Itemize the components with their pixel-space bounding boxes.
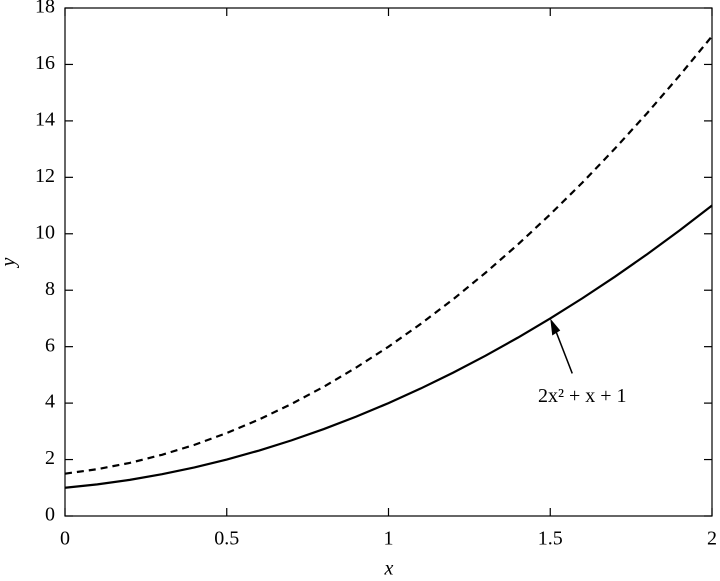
y-tick-label: 8 [45, 278, 55, 300]
y-tick-label: 10 [35, 221, 55, 243]
plot-frame [64, 7, 713, 517]
x-tick-label: 0 [60, 528, 70, 550]
y-axis-label: y [0, 257, 20, 268]
x-tick-label: 2 [707, 528, 717, 550]
y-tick-label: 2 [45, 447, 55, 469]
y-tick-label: 16 [35, 52, 55, 74]
annotation-arrowhead [550, 318, 561, 336]
x-tick-label: 1.5 [538, 528, 563, 550]
annotation-text: 2x² + x + 1 [538, 385, 627, 407]
x-tick-label: 0.5 [214, 528, 239, 550]
y-tick-label: 14 [35, 108, 55, 130]
line-series [64, 35, 713, 475]
y-tick-label: 6 [45, 334, 55, 356]
x-axis-label: x [384, 558, 394, 580]
line-series [64, 204, 713, 489]
y-tick-label: 4 [45, 391, 55, 413]
y-tick-label: 0 [45, 504, 55, 526]
y-tick-label: 18 [35, 0, 55, 18]
y-tick-label: 12 [35, 165, 55, 187]
x-tick-label: 1 [384, 528, 394, 550]
